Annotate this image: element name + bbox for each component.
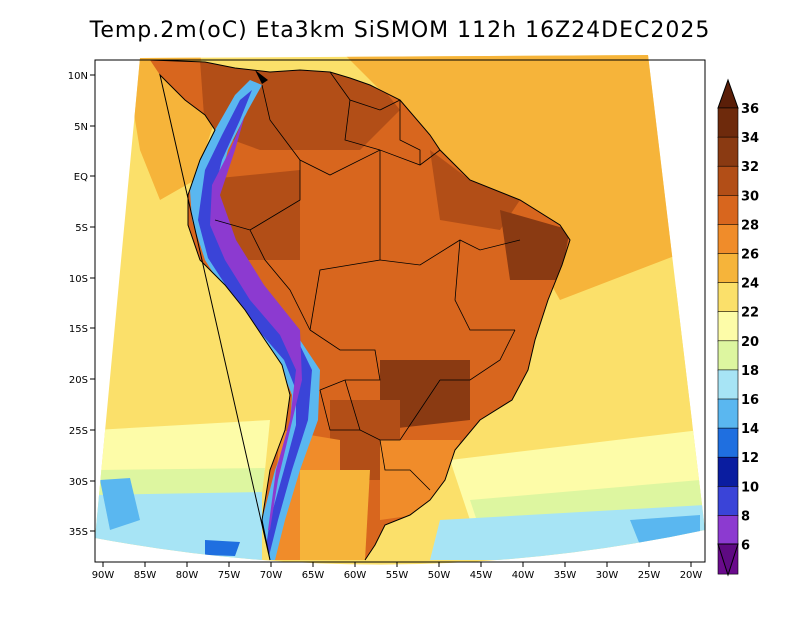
colorbar: 36 34 32 30 28 26 24 22 20 18 16 14 12 10 8 6 (717, 78, 759, 577)
longitude-axis: 90W 85W 80W 75W 70W 65W 60W 55W 50W 45W … (92, 562, 703, 581)
colorbar-swatch (717, 456, 739, 488)
map-title: Temp.2m(oC) Eta3km SiSMOM 112h 16Z24DEC2… (89, 18, 711, 43)
lon-label: 65W (302, 570, 325, 581)
colorbar-label: 36 (741, 102, 759, 117)
lon-label: 45W (470, 570, 493, 581)
colorbar-label: 34 (741, 131, 759, 146)
lat-label: 10S (69, 274, 88, 285)
colorbar-label: 18 (741, 364, 759, 379)
lon-label: 50W (428, 570, 451, 581)
lat-label: 15S (69, 324, 88, 335)
lat-label: 5N (74, 122, 88, 133)
lon-label: 25W (638, 570, 661, 581)
lon-label: 80W (176, 570, 199, 581)
colorbar-swatch (717, 485, 739, 517)
colorbar-label: 32 (741, 160, 759, 175)
colorbar-swatch (717, 398, 739, 429)
colorbar-swatch (717, 515, 739, 546)
colorbar-label: 22 (741, 306, 759, 321)
lon-label: 70W (260, 570, 283, 581)
colorbar-label: 28 (741, 218, 759, 233)
colorbar-label: 10 (741, 480, 759, 495)
lat-label: 25S (69, 426, 88, 437)
colorbar-label: 24 (741, 277, 759, 292)
colorbar-swatch (717, 311, 739, 342)
colorbar-swatch (717, 165, 739, 197)
colorbar-label: 20 (741, 335, 759, 350)
colorbar-label: 12 (741, 451, 759, 466)
lat-label: 30S (69, 477, 88, 488)
colorbar-swatch (717, 427, 739, 459)
latitude-axis: 10N 5N EQ 5S 10S 15S 20S 25S 30S 35S (68, 71, 95, 538)
temperature-field (95, 55, 705, 565)
colorbar-label: 14 (741, 422, 759, 437)
lat-label: 10N (68, 71, 88, 82)
colorbar-label: 6 (741, 539, 750, 554)
colorbar-min-triangle (717, 543, 739, 577)
colorbar-label: 26 (741, 248, 759, 263)
plot-frame (94, 59, 706, 563)
lon-label: 40W (512, 570, 535, 581)
colorbar-label: 30 (741, 189, 759, 204)
colorbar-label: 8 (741, 509, 750, 524)
colorbar-swatch (717, 224, 739, 255)
colorbar-swatch (717, 136, 739, 168)
colorbar-swatch (717, 282, 739, 313)
lon-label: 55W (386, 570, 409, 581)
lon-label: 35W (554, 570, 577, 581)
lat-label: 20S (69, 375, 88, 386)
colorbar-swatch (717, 340, 739, 371)
colorbar-swatch (717, 369, 739, 400)
colorbar-swatch (717, 107, 739, 138)
colorbar-swatch (717, 195, 739, 226)
island-mark (255, 70, 268, 84)
lon-label: 60W (344, 570, 367, 581)
lon-label: 85W (134, 570, 157, 581)
lat-label: EQ (74, 172, 88, 183)
colorbar-label: 16 (741, 393, 759, 408)
lon-label: 90W (92, 570, 115, 581)
lon-label: 30W (596, 570, 619, 581)
colorbar-swatch (717, 253, 739, 284)
lat-label: 35S (69, 527, 88, 538)
lat-label: 5S (75, 223, 88, 234)
colorbar-max-triangle (717, 78, 739, 109)
lon-label: 20W (680, 570, 703, 581)
lon-label: 75W (218, 570, 241, 581)
